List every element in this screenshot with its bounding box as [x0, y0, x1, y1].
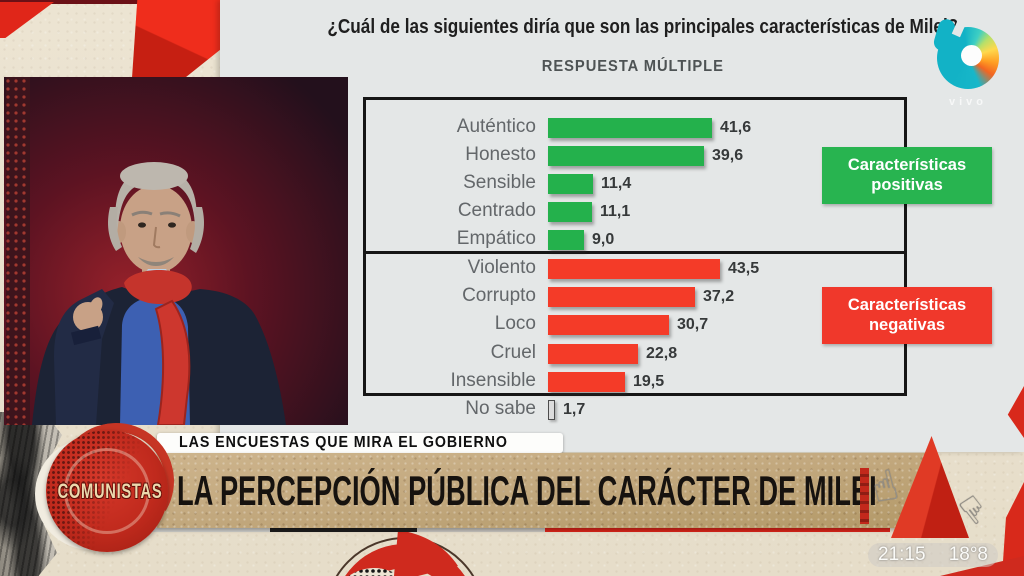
- chart-area: Auténtico 41,6 Honesto 39,6 Sensible 11,4 Cent…: [450, 116, 760, 420]
- bar-label: Loco: [494, 313, 536, 334]
- guest-video-still: [4, 77, 348, 425]
- bar: [548, 118, 712, 138]
- live-badge: vivo: [948, 96, 987, 108]
- bar-value: 41,6: [720, 119, 752, 136]
- footer-circle-ornament: [335, 530, 475, 576]
- show-logo-comunistas: COMUNISTAS: [35, 410, 187, 556]
- footer-line-black: [270, 528, 417, 532]
- survey-subtitle-text: RESPUESTA MÚLTIPLE: [541, 58, 725, 75]
- guest-video-panel: [4, 77, 348, 425]
- bar: [548, 202, 592, 222]
- bar-label: No sabe: [465, 398, 536, 419]
- bar: [548, 400, 555, 420]
- footer-line-gray-1: [130, 528, 270, 532]
- bar-label: Honesto: [465, 144, 536, 165]
- bar: [548, 287, 695, 307]
- bar-label: Auténtico: [456, 116, 536, 137]
- survey-title-text: ¿Cuál de las siguientes diría que son la…: [327, 16, 959, 38]
- footer-line-gray-2: [417, 528, 545, 532]
- positive-label-box: Características positivas: [822, 147, 992, 204]
- status-bar: 21:15 18°8: [868, 543, 998, 567]
- survey-subtitle: RESPUESTA MÚLTIPLE: [262, 58, 1004, 76]
- show-logo-text: COMUNISTAS: [57, 480, 163, 503]
- show-logo-inner-ring: [64, 448, 150, 534]
- headline-text: LA PERCEPCIÓN PÚBLICA DEL CARÁCTER DE MI…: [177, 467, 877, 514]
- footer-line-red: [545, 528, 890, 532]
- bar-value: 11,1: [600, 203, 631, 220]
- bar-label: Sensible: [463, 172, 536, 193]
- bar-label: Cruel: [490, 342, 536, 363]
- bar-value: 22,8: [646, 345, 678, 362]
- bar-value: 11,4: [601, 175, 632, 192]
- bar: [548, 344, 638, 364]
- kicker-banner: LAS ENCUESTAS QUE MIRA EL GOBIERNO: [157, 433, 563, 453]
- positive-label-text: Características positivas: [847, 156, 967, 194]
- survey-title: ¿Cuál de las siguientes diría que son la…: [262, 16, 1024, 39]
- bar-label: Violento: [467, 257, 536, 278]
- bar-label: Centrado: [457, 200, 536, 221]
- bar-label: Empático: [456, 228, 536, 249]
- negative-label-text: Características negativas: [847, 296, 967, 334]
- top-red-strip: [0, 0, 220, 4]
- clock: 21:15: [878, 544, 926, 565]
- bar-value: 1,7: [563, 401, 586, 418]
- temperature: 18°8: [948, 544, 988, 565]
- bar-label: Insensible: [450, 370, 536, 391]
- bar: [548, 230, 584, 250]
- bar: [548, 372, 625, 392]
- bar-value: 39,6: [712, 147, 744, 164]
- headline-banner: LA PERCEPCIÓN PÚBLICA DEL CARÁCTER DE MI…: [157, 453, 930, 528]
- channel-logo-hole: [961, 45, 982, 66]
- bar: [548, 315, 669, 335]
- channel-logo-icon: [931, 17, 1004, 94]
- bar: [548, 259, 720, 279]
- banner-end-ribbon: [860, 468, 869, 524]
- kicker-text: LAS ENCUESTAS QUE MIRA EL GOBIERNO: [179, 434, 508, 451]
- negative-label-box: Características negativas: [822, 287, 992, 344]
- bar-value: 19,5: [633, 373, 665, 390]
- bar-value: 30,7: [677, 316, 709, 333]
- bar-label: Corrupto: [462, 285, 536, 306]
- bar-value: 43,5: [728, 260, 760, 277]
- bar-value: 9,0: [592, 231, 615, 248]
- bar: [548, 174, 593, 194]
- bar: [548, 146, 704, 166]
- bar-value: 37,2: [703, 288, 735, 305]
